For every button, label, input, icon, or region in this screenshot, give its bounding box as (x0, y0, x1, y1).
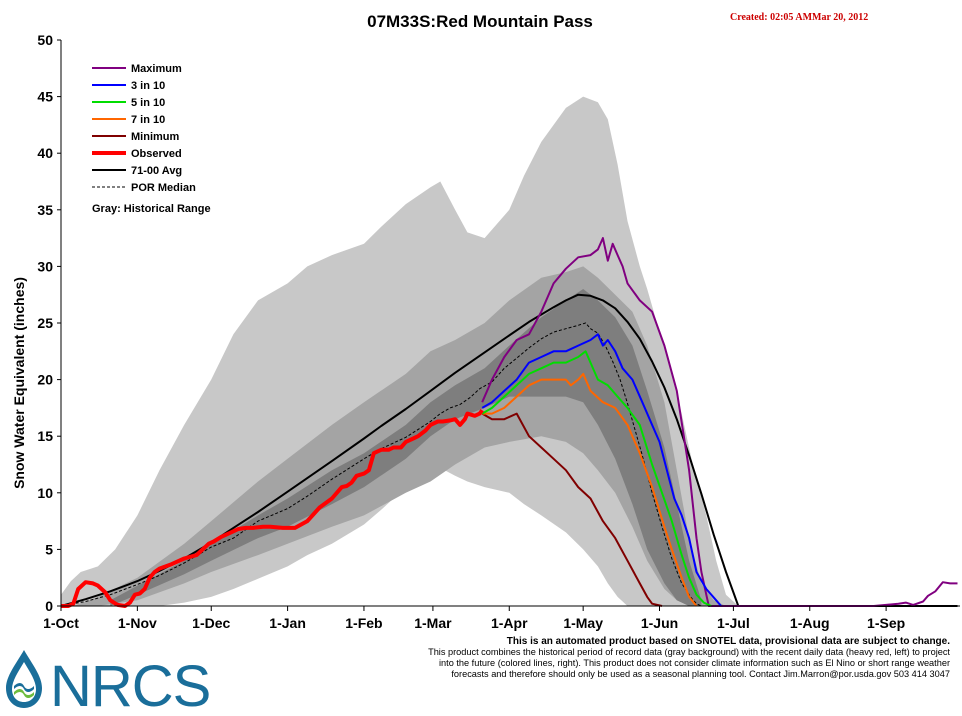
disclaimer-line-3: into the future (colored lines, right). … (438, 658, 950, 668)
x-tick-label: 1-Sep (867, 615, 905, 631)
x-tick-label: 1-Dec (192, 615, 230, 631)
y-tick-label: 5 (45, 541, 53, 557)
legend-label: 5 in 10 (131, 97, 165, 109)
y-tick-label: 25 (37, 315, 53, 331)
nrcs-logo-text: NRCS (50, 654, 210, 716)
y-tick-label: 40 (37, 145, 53, 161)
x-tick-labels: 1-Oct 1-Nov 1-Dec 1-Jan 1-Feb 1-Mar 1-Apr 1-May… (43, 606, 905, 631)
series-lines (60, 237, 958, 608)
legend-note: Gray: Historical Range (92, 203, 211, 215)
series-maximum (481, 237, 958, 607)
legend-label: POR Median (131, 182, 196, 194)
nrcs-logo: NRCS (6, 650, 211, 716)
disclaimer: This is an automated product based on SN… (316, 636, 950, 680)
y-tick-label: 20 (37, 372, 53, 388)
series-minimum (481, 412, 663, 607)
legend-label: 7 in 10 (131, 114, 165, 126)
y-tick-label: 50 (37, 32, 53, 48)
series-7-in-10 (482, 372, 698, 607)
y-tick-labels: 0 5 10 15 20 25 30 35 40 45 50 (37, 32, 61, 614)
legend-label: 3 in 10 (131, 80, 165, 92)
x-tick-label: 1-Oct (43, 615, 79, 631)
y-tick-label: 45 (37, 89, 53, 105)
disclaimer-line-4: forecasts and therefore should only be u… (451, 669, 950, 679)
chart-title: 07M33S:Red Mountain Pass (367, 12, 593, 31)
water-drop-icon (6, 650, 42, 708)
x-tick-label: 1-May (563, 615, 603, 631)
legend-label: Minimum (131, 131, 179, 143)
legend-label: 71-00 Avg (131, 165, 182, 177)
legend-label: Maximum (131, 63, 182, 75)
y-axis-label: Snow Water Equivalent (inches) (11, 277, 27, 489)
disclaimer-line-2: This product combines the historical per… (428, 647, 950, 657)
legend-label: Observed (131, 148, 182, 160)
series-3-in-10 (481, 333, 722, 607)
x-tick-label: 1-Mar (414, 615, 452, 631)
x-tick-label: 1-Feb (345, 615, 382, 631)
legend: Maximum 3 in 10 5 in 10 7 in 10 Minimum Obser… (78, 54, 248, 220)
x-tick-label: 1-Aug (790, 615, 830, 631)
y-tick-label: 30 (37, 258, 53, 274)
y-tick-label: 35 (37, 202, 53, 218)
created-timestamp: Created: 02:05 AMMar 20, 2012 (730, 12, 868, 23)
x-tick-label: 1-Nov (118, 615, 157, 631)
disclaimer-line-1: This is an automated product based on SN… (506, 636, 950, 647)
x-tick-label: 1-Jan (269, 615, 306, 631)
y-tick-label: 0 (45, 598, 53, 614)
x-tick-label: 1-Apr (491, 615, 528, 631)
y-tick-label: 10 (37, 485, 53, 501)
series-observed (61, 409, 484, 608)
x-tick-label: 1-Jun (641, 615, 678, 631)
y-tick-label: 15 (37, 428, 53, 444)
series-5-in-10 (481, 350, 712, 607)
x-tick-label: 1-Jul (717, 615, 750, 631)
